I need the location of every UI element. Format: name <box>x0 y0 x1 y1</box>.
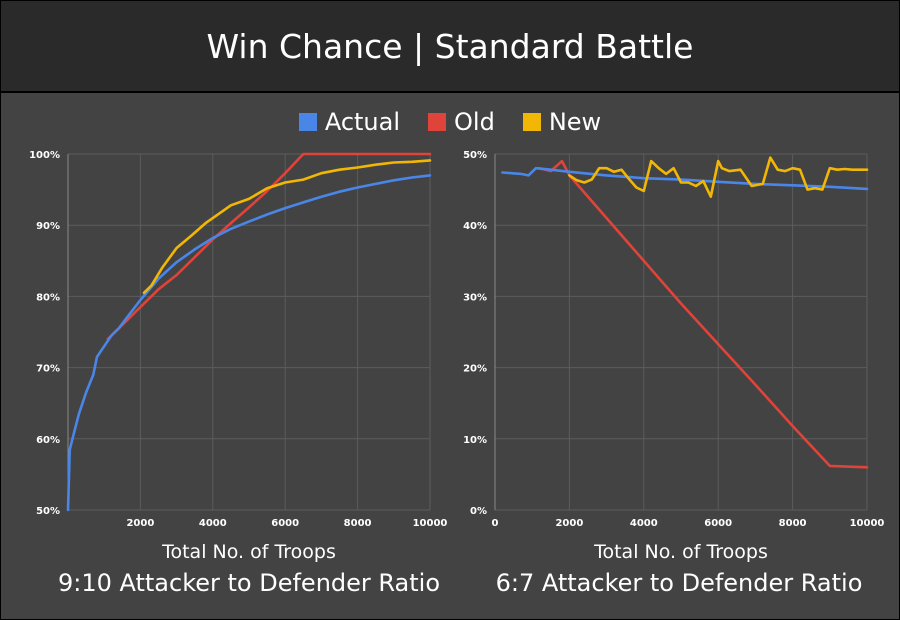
page-title: Win Chance | Standard Battle <box>206 26 694 66</box>
right-x-tick-label: 10000 <box>850 518 885 529</box>
right-chart-caption: 6:7 Attacker to Defender Ratio <box>495 569 863 597</box>
legend-item-actual: Actual <box>298 108 401 136</box>
legend-label-new: New <box>548 108 602 136</box>
legend-item-old: Old <box>428 108 495 136</box>
right-series-actual-line <box>501 166 869 191</box>
right-x-tick-label: 0 <box>492 518 499 529</box>
left-y-tick-label: 50% <box>36 506 60 517</box>
right-y-tick-label: 40% <box>463 221 487 232</box>
left-y-tick-label: 80% <box>36 292 60 303</box>
left-x-tick-label: 4000 <box>199 518 227 529</box>
right-series-new-line <box>568 156 869 198</box>
left-series-new-line <box>142 159 432 295</box>
legend-label-actual: Actual <box>324 108 401 136</box>
right-y-tick-label: 50% <box>463 150 487 161</box>
left-x-tick-label: 8000 <box>344 518 372 529</box>
left-y-tick-label: 100% <box>29 150 60 161</box>
left-y-tick-label: 60% <box>36 435 60 446</box>
left-series-actual-line <box>66 174 432 512</box>
right-x-tick-label: 2000 <box>555 518 583 529</box>
right-x-axis-title: Total No. of Troops <box>594 541 768 563</box>
left-chart-caption: 9:10 Attacker to Defender Ratio <box>57 569 441 597</box>
right-y-tick-label: 20% <box>463 364 487 375</box>
left-x-tick-label: 6000 <box>271 518 299 529</box>
right-y-tick-label: 0% <box>470 506 487 517</box>
left-y-tick-label: 70% <box>36 364 60 375</box>
legend-label-old: Old <box>454 108 495 136</box>
right-series-old-line <box>538 159 869 469</box>
legend-swatch-actual <box>298 113 317 131</box>
right-x-tick-label: 6000 <box>704 518 732 529</box>
legend: Actual Old New <box>1 105 899 139</box>
title-bar: Win Chance | Standard Battle <box>1 1 899 93</box>
left-x-axis-title: Total No. of Troops <box>162 541 336 563</box>
right-x-tick-label: 8000 <box>779 518 807 529</box>
left-y-tick-label: 90% <box>36 221 60 232</box>
legend-swatch-new <box>522 113 541 131</box>
left-series-old-line <box>106 152 432 341</box>
right-y-tick-label: 10% <box>463 435 487 446</box>
right-y-tick-label: 30% <box>463 292 487 303</box>
left-x-tick-label: 2000 <box>126 518 154 529</box>
legend-swatch-old <box>428 113 447 131</box>
left-x-tick-label: 10000 <box>413 518 448 529</box>
right-x-tick-label: 4000 <box>630 518 658 529</box>
legend-item-new: New <box>522 108 602 136</box>
